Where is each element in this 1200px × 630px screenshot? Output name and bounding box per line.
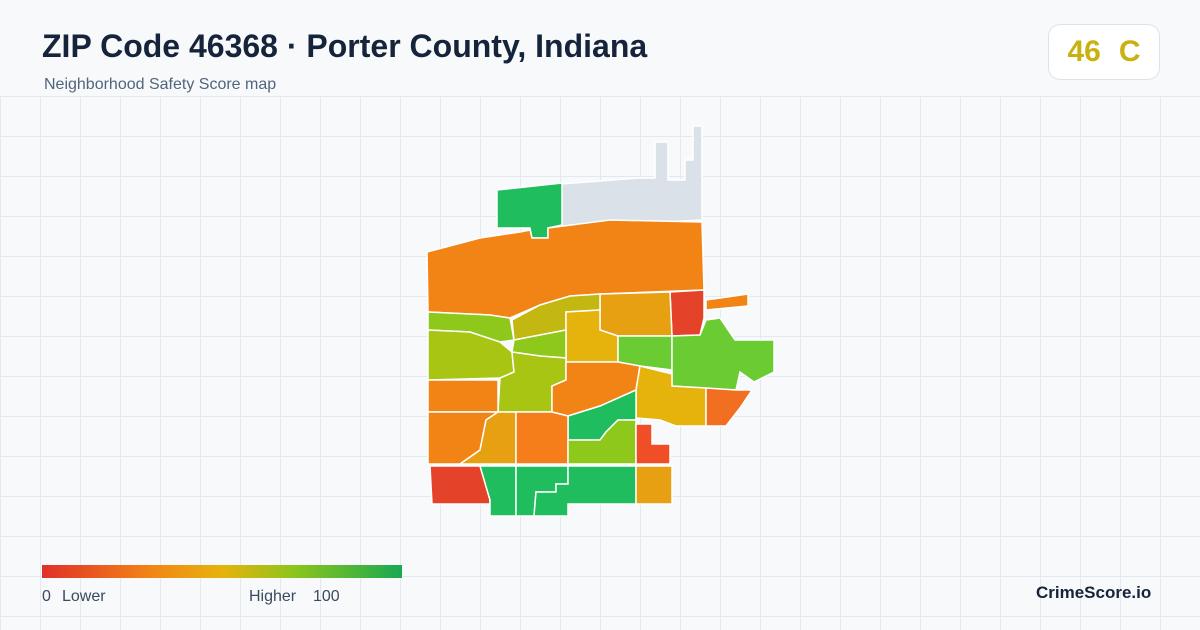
neighborhood-area: [515, 411, 569, 465]
legend-max: 100: [313, 588, 340, 605]
neighborhood-area: [635, 465, 673, 505]
neighborhood-area: [427, 379, 499, 413]
neighborhood-area: [567, 419, 637, 465]
neighborhood-area: [705, 293, 749, 311]
legend-min: 0: [42, 588, 51, 605]
legend-min-label: Lower: [62, 588, 106, 605]
neighborhood-area: [547, 125, 703, 229]
title: ZIP Code 46368 · Porter County, Indiana: [42, 28, 648, 64]
neighborhood-area: [617, 335, 673, 371]
brand: CrimeScore.io: [1036, 583, 1152, 602]
score-value: 46: [1067, 35, 1101, 68]
neighborhood-area: [478, 465, 517, 517]
score-badge: 46 C: [1048, 24, 1160, 80]
score-grade: C: [1118, 35, 1141, 68]
neighborhood-area: [635, 423, 671, 465]
neighborhood-area: [599, 291, 673, 337]
neighborhood-area: [705, 387, 754, 427]
neighborhood-area: [669, 289, 705, 337]
subtitle: Neighborhood Safety Score map: [44, 76, 277, 93]
legend-max-label: Higher: [249, 588, 297, 605]
legend-gradient: [42, 565, 402, 578]
